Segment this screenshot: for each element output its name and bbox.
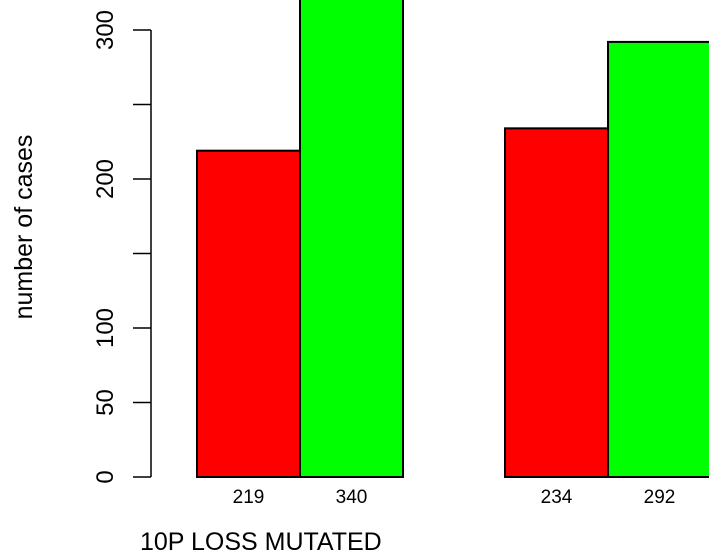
- bar-292: [607, 40, 709, 478]
- y-tick-label-200: 200: [92, 159, 119, 199]
- bar-219: [196, 149, 301, 478]
- y-tick-label-300: 300: [92, 10, 119, 50]
- y-tick-label-100: 100: [92, 308, 119, 348]
- bar-234: [504, 127, 609, 478]
- y-tick-label-0: 0: [92, 470, 119, 483]
- x-axis-title: 10P LOSS MUTATED: [140, 528, 382, 556]
- bars: [196, 0, 709, 479]
- y-tick-label-50: 50: [92, 389, 119, 416]
- bar-label-340: 340: [336, 487, 368, 508]
- bar-label-219: 219: [233, 487, 265, 508]
- bar-label-292: 292: [644, 487, 676, 508]
- y-axis-title: number of cases: [10, 135, 38, 320]
- bar-labels: 219 340 234 292: [233, 487, 676, 508]
- y-axis: 0 50 100 200 300: [92, 10, 152, 484]
- bar-340: [299, 0, 404, 479]
- bar-label-234: 234: [541, 487, 573, 508]
